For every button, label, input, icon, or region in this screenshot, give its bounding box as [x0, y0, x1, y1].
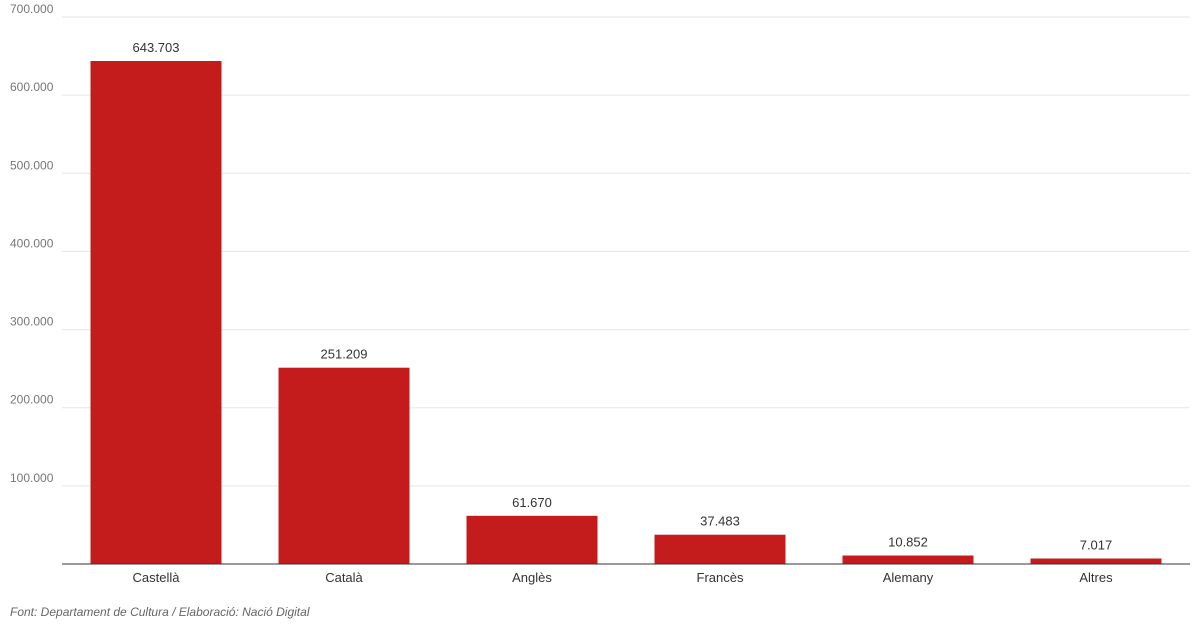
bar: [842, 555, 974, 564]
data-label: 251.209: [321, 347, 368, 362]
y-tick-label: 200.000: [10, 393, 54, 407]
data-label: 643.703: [133, 40, 180, 55]
y-tick-label: 300.000: [10, 315, 54, 329]
bar: [90, 60, 222, 564]
bar: [654, 534, 786, 564]
bar: [278, 367, 410, 564]
bar: [1030, 558, 1162, 564]
y-tick-label: 500.000: [10, 158, 54, 172]
y-tick-label: 100.000: [10, 471, 54, 485]
data-label: 10.852: [888, 535, 928, 550]
y-tick-label: 400.000: [10, 236, 54, 250]
bar: [466, 515, 598, 564]
x-tick-label: Altres: [1079, 570, 1113, 585]
y-tick-label: 600.000: [10, 80, 54, 94]
y-tick-label: 700.000: [10, 2, 54, 16]
data-label: 61.670: [512, 495, 552, 510]
bars: [90, 60, 1162, 564]
x-tick-label: Anglès: [512, 570, 552, 585]
x-tick-label: Francès: [697, 570, 744, 585]
y-axis-ticks: 100.000 200.000 300.000 400.000 500.000 600.0…: [10, 2, 54, 485]
data-label: 37.483: [700, 514, 740, 529]
gridlines: [62, 16, 1190, 487]
x-tick-label: Alemany: [883, 570, 934, 585]
x-tick-label: Català: [325, 570, 363, 585]
data-label: 7.017: [1080, 538, 1113, 553]
data-labels: 643.703 251.209 61.670 37.483 10.852 7.017: [133, 40, 1113, 553]
x-axis-ticks: Castellà Català Anglès Francès Alemany Altres: [133, 570, 1114, 585]
x-tick-label: Castellà: [133, 570, 181, 585]
source-note: Font: Departament de Cultura / Elaboraci…: [10, 605, 310, 619]
